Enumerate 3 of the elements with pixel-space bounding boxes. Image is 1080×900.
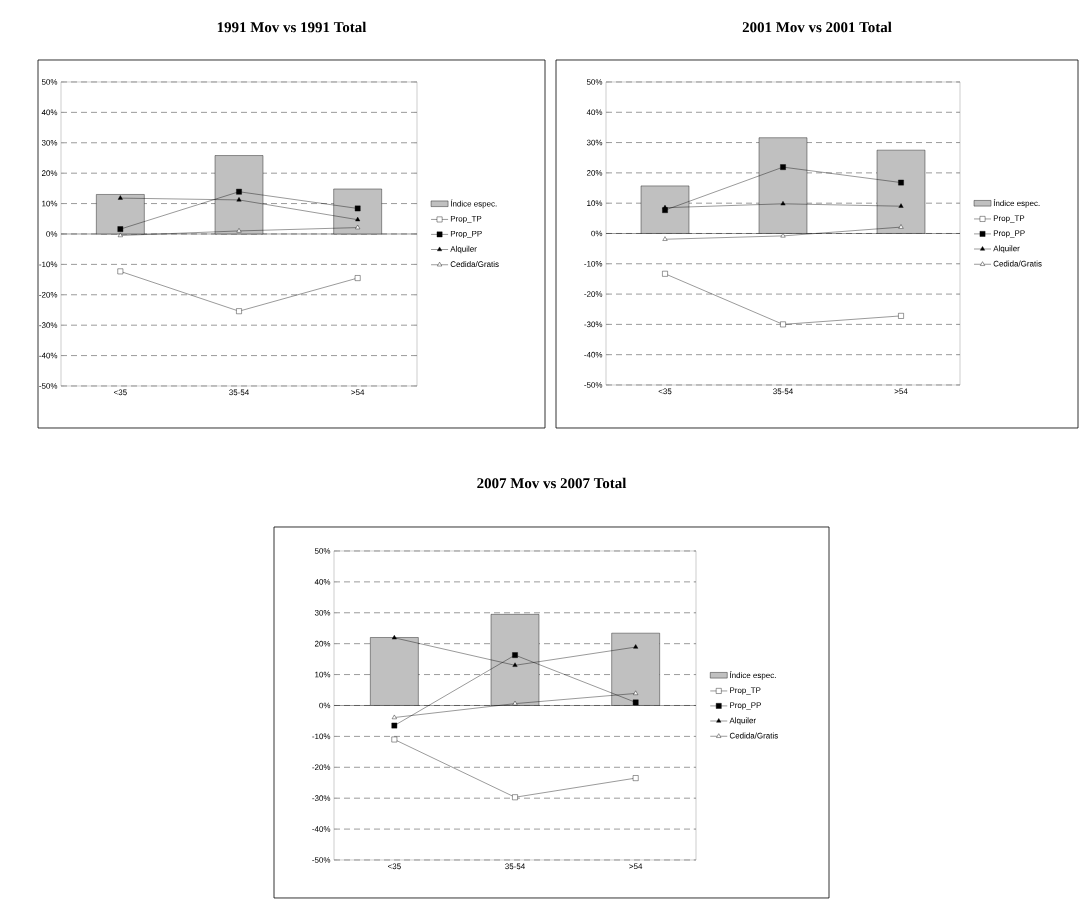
chart-title: 2007 Mov vs 2007 Total — [477, 477, 627, 489]
chart-title: 1991 Mov vs 1991 Total — [217, 21, 367, 33]
chart-title: 2001 Mov vs 2001 Total — [742, 21, 892, 33]
